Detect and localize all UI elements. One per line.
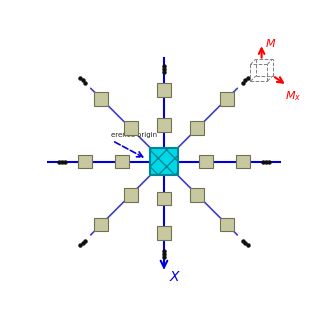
Bar	[94, 218, 108, 231]
Text: erence origin: erence origin	[111, 132, 157, 138]
Bar	[220, 218, 234, 231]
Bar	[236, 155, 250, 169]
Bar	[157, 83, 171, 97]
Bar	[157, 118, 171, 132]
Text: $X$: $X$	[169, 270, 182, 284]
Bar	[220, 92, 234, 106]
Bar	[124, 188, 138, 202]
Bar	[94, 92, 108, 106]
Bar	[124, 121, 138, 135]
Text: $M_x$: $M_x$	[285, 89, 301, 103]
Bar	[115, 155, 129, 169]
Bar	[190, 188, 204, 202]
Bar	[78, 155, 92, 169]
Bar	[157, 192, 171, 205]
Bar	[150, 148, 178, 175]
Bar	[190, 121, 204, 135]
Bar	[199, 155, 213, 169]
Bar	[157, 226, 171, 240]
Text: $M$: $M$	[265, 36, 276, 49]
